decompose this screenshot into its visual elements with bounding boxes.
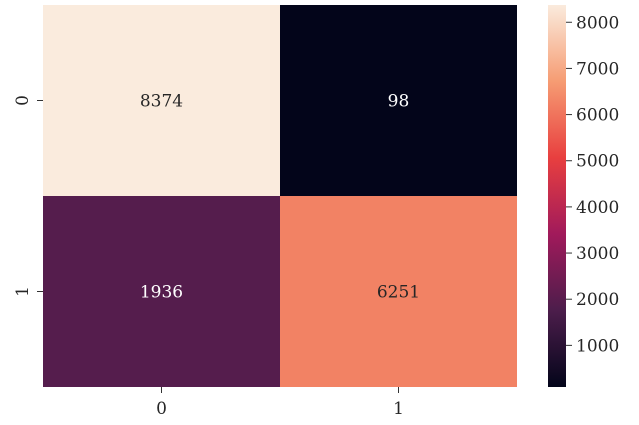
colorbar-tick-label: 5000 — [576, 152, 619, 172]
x-tick-label: 1 — [393, 399, 404, 419]
colorbar: 1000 2000 3000 4000 5000 6000 7000 8000 — [548, 5, 619, 387]
x-tick-label: 0 — [156, 399, 167, 419]
colorbar-tick-label: 3000 — [576, 244, 619, 264]
y-tick-label: 0 — [13, 95, 33, 106]
heatmap-cell-value: 6251 — [377, 283, 420, 303]
colorbar-tick-label: 2000 — [576, 290, 619, 310]
y-axis: 01 — [13, 95, 43, 297]
colorbar-tick-label: 1000 — [576, 336, 619, 356]
colorbar-tick-label: 7000 — [576, 59, 619, 79]
heatmap-cell-value: 1936 — [140, 283, 183, 303]
heatmap-cell-r0-c1 — [280, 5, 517, 196]
colorbar-tick-label: 4000 — [576, 198, 619, 218]
heatmap-cell-labels: 8374 98 1936 6251 — [140, 92, 420, 303]
colorbar-gradient — [548, 5, 566, 387]
heatmap-cell-r0-c0 — [43, 5, 280, 196]
colorbar-tick-label: 8000 — [576, 13, 619, 33]
heatmap-cells — [43, 5, 517, 387]
y-tick-label: 1 — [13, 286, 33, 297]
heatmap-cell-value: 8374 — [140, 92, 183, 112]
heatmap-cell-r1-c1 — [280, 196, 517, 387]
heatmap-cell-value: 98 — [388, 92, 410, 112]
colorbar-tick-label: 6000 — [576, 106, 619, 126]
heatmap-cell-r1-c0 — [43, 196, 280, 387]
